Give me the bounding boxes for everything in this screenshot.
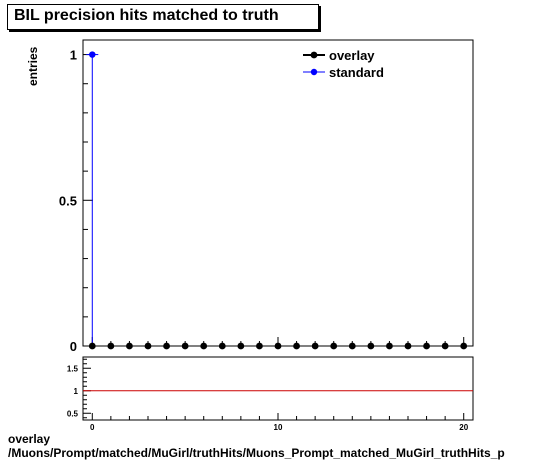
ratio-y-tick-label: 1.5 bbox=[67, 364, 79, 373]
overlay-point bbox=[144, 342, 152, 350]
footer-line-1: overlay bbox=[8, 432, 51, 446]
overlay-point bbox=[200, 342, 208, 350]
overlay-point bbox=[256, 342, 263, 350]
overlay-point bbox=[293, 342, 300, 350]
overlay-point bbox=[404, 342, 412, 350]
overlay-point bbox=[386, 342, 393, 350]
overlay-point bbox=[311, 342, 319, 350]
overlay-point bbox=[367, 342, 375, 350]
legend-standard-marker bbox=[310, 68, 318, 76]
overlay-point bbox=[274, 342, 282, 350]
overlay-point bbox=[441, 342, 449, 350]
ratio-y-tick-label: 0.5 bbox=[67, 409, 79, 418]
ratio-plot-frame bbox=[82, 356, 474, 421]
overlay-point bbox=[423, 342, 430, 350]
y-tick-label: 0 bbox=[70, 339, 77, 354]
overlay-point bbox=[348, 342, 356, 350]
ratio-x-tick-label: 0 bbox=[90, 423, 95, 432]
legend-standard-label: standard bbox=[329, 65, 384, 80]
legend-overlay-label: overlay bbox=[329, 48, 375, 63]
overlay-point bbox=[218, 342, 226, 350]
overlay-point bbox=[88, 342, 96, 350]
legend-overlay-marker bbox=[310, 51, 318, 59]
overlay-point bbox=[330, 342, 338, 350]
ratio-x-tick-label: 20 bbox=[459, 423, 468, 432]
overlay-point bbox=[237, 342, 245, 350]
chart-title: BIL precision hits matched to truth bbox=[14, 7, 279, 24]
chart-title-box: BIL precision hits matched to truth bbox=[7, 4, 319, 30]
footer-line-2: /Muons/Prompt/matched/MuGirl/truthHits/M… bbox=[8, 446, 505, 460]
footer-text: overlay /Muons/Prompt/matched/MuGirl/tru… bbox=[8, 432, 505, 460]
main-plot-frame bbox=[82, 39, 474, 347]
overlay-point bbox=[460, 342, 468, 350]
y-tick-label: 1 bbox=[70, 48, 77, 63]
ratio-y-tick-label: 1 bbox=[74, 387, 79, 396]
ratio-x-tick-label: 10 bbox=[274, 423, 283, 432]
standard-point bbox=[89, 51, 96, 58]
overlay-point bbox=[126, 342, 133, 350]
y-tick-label: 0.5 bbox=[59, 193, 77, 208]
overlay-point bbox=[163, 342, 170, 350]
overlay-point bbox=[107, 342, 115, 350]
overlay-point bbox=[181, 342, 189, 350]
